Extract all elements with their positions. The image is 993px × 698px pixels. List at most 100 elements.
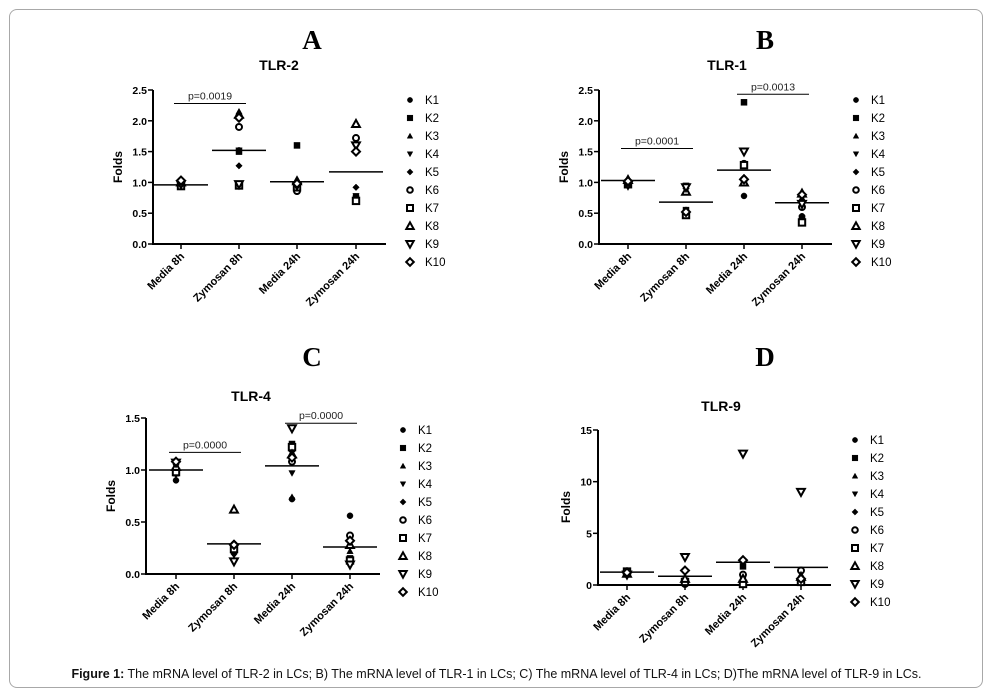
y-tick-label: 1.5 [578,147,593,159]
legend-marker-k4 [852,151,860,158]
legend-label: K2 [425,113,439,125]
legend-marker-k5 [406,168,414,176]
data-point-k9 [737,449,749,460]
legend-marker-k6 [406,186,414,194]
y-tick-label: 1.0 [578,177,593,189]
legend-marker-k9 [849,580,861,590]
legend-marker-k1 [407,97,413,103]
legend-marker-k6 [852,186,860,194]
legend-label: K8 [871,221,885,233]
y-tick-label: 0.0 [578,239,593,251]
legend-marker-k10 [849,596,861,608]
legend-label: K7 [418,533,432,545]
data-point-k5 [352,183,360,191]
legend-label: K2 [870,453,884,465]
legend-label: K1 [425,95,439,107]
legend-label: K5 [871,167,885,179]
x-tick-label: Zymosan 24h [750,250,808,308]
p-value-label: p=0.0019 [188,91,232,103]
legend-marker-k8 [397,550,409,560]
x-tick-label: Zymosan 8h [186,580,240,634]
y-tick-label: 2.0 [132,116,147,128]
panel-d: D TLR-9 Folds 0 5 10 15 Media 8h Zymosan 8h Media… [559,342,890,650]
chart-title: TLR-1 [707,57,747,73]
data-point-k9 [344,560,356,571]
p-value-label: p=0.0000 [183,439,227,451]
figure-frame [9,9,983,688]
data-point-k7 [739,160,749,170]
legend-label: K4 [418,479,433,491]
legend-marker-k3 [852,132,860,139]
legend-label: K3 [418,461,432,473]
legend-marker-k10 [397,586,409,598]
legend-label: K10 [425,257,445,269]
panel-letter: D [755,342,775,372]
data-point-k10 [737,554,749,566]
x-tick-label: Media 24h [703,591,749,637]
legend-label: K10 [871,257,891,269]
data-point-k4 [352,193,360,200]
x-tick-label: Media 8h [140,580,182,622]
data-point-k10 [622,175,634,187]
x-tick-label: Zymosan 24h [304,250,362,308]
y-axis-label: Folds [559,491,573,523]
y-tick-label: 1.5 [125,413,140,425]
data-point-k3 [288,493,296,500]
legend-marker-k1 [852,437,858,443]
legend-label: K1 [871,95,885,107]
legend-marker-k1 [400,427,406,433]
legend-marker-k3 [399,462,407,469]
panel-c: C TLR-4 Folds 0.0 0.5 1.0 1.5 Media 8h Zymosan 8… [104,342,438,639]
data-point-k10 [621,567,633,579]
legend-label: K2 [418,443,432,455]
y-tick-label: 0 [586,580,592,592]
legend-marker-k5 [851,508,859,516]
data-point-k9 [796,199,808,210]
legend-label: K9 [870,579,884,591]
data-point-k10 [796,189,808,201]
legend-label: K8 [418,551,432,563]
legend-marker-k8 [850,220,862,230]
data-point-k10 [170,456,182,468]
legend-marker-k9 [397,570,409,580]
legend-label: K6 [418,515,432,527]
y-axis-label: Folds [104,480,118,512]
data-point-k10 [233,112,245,124]
legend-marker-k2 [851,454,859,462]
data-point-k9 [350,141,362,152]
data-point-k9 [228,557,240,568]
data-point-k10 [286,452,298,463]
y-tick-label: 0.5 [578,208,593,220]
chart-title: TLR-4 [231,388,271,404]
panel-letter: A [302,25,322,55]
legend-label: K3 [871,131,885,143]
data-point-k8 [679,572,691,583]
legend-label: K4 [871,149,886,161]
y-tick-label: 15 [580,425,592,437]
y-axis-label: Folds [557,151,571,183]
legend-label: K5 [425,167,439,179]
data-point-k9 [680,183,692,194]
legend-marker-k8 [849,560,861,570]
legend-marker-k7 [399,534,407,542]
data-point-k9 [795,487,807,498]
y-tick-label: 2.5 [132,85,147,97]
y-tick-label: 0.5 [125,517,140,529]
legend-label: K3 [425,131,439,143]
data-point-k7 [797,218,807,227]
p-value-label: p=0.0001 [635,136,679,148]
legend-marker-k5 [399,498,407,506]
data-point-k9 [286,424,298,435]
data-point-k2 [293,142,301,149]
legend-label: K7 [425,203,439,215]
legend-label: K6 [871,185,885,197]
legend-label: K10 [418,587,438,599]
x-tick-label: Zymosan 8h [191,250,245,304]
data-point-k10 [795,573,807,585]
legend-label: K7 [871,203,885,215]
legend-label: K3 [870,471,884,483]
y-tick-label: 5 [586,528,592,540]
legend-marker-k6 [851,526,859,534]
